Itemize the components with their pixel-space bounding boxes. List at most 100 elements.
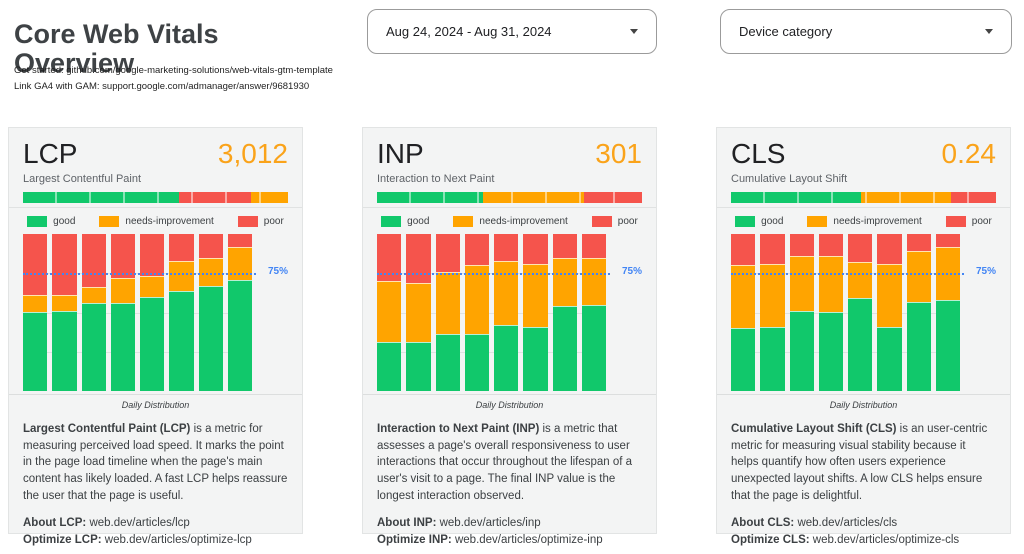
daily-bar — [760, 234, 785, 391]
chart-caption: Daily Distribution — [475, 400, 544, 410]
gridline — [377, 351, 606, 353]
link-ga4-gam-text: Link GA4 with GAM: support.google.com/ad… — [14, 81, 310, 92]
bar-segment-good — [523, 326, 548, 391]
bar-segment-poor — [731, 234, 756, 266]
metric-description: Interaction to Next Paint (INP) is a met… — [377, 421, 642, 504]
gridline — [23, 312, 252, 314]
bar-segment-good — [848, 298, 873, 391]
daily-distribution-chart[interactable]: 75% — [23, 234, 288, 391]
summary-segment-good — [23, 192, 180, 203]
description-body: is a metric for measuring perceived load… — [23, 423, 288, 502]
divider — [717, 207, 1010, 208]
metric-name: LCP — [23, 138, 78, 169]
chevron-down-icon — [630, 29, 638, 34]
about-label: About INP: — [377, 517, 437, 530]
bar-segment-good — [731, 328, 756, 391]
card-header: CLS 0.24 Cumulative Layout Shift — [717, 128, 1010, 203]
optimize-line: Optimize CLS: web.dev/articles/optimize-… — [731, 532, 996, 549]
device-category-filter[interactable]: Device category — [720, 9, 1012, 54]
divider — [9, 207, 302, 208]
summary-segment-poor — [950, 192, 996, 203]
bar-segment-poor — [198, 234, 223, 258]
description-body: is a metric that assesses a page's overa… — [377, 423, 633, 502]
bar-segment-poor — [227, 234, 252, 247]
daily-distribution-chart[interactable]: 75% — [731, 234, 996, 391]
good-swatch-icon — [381, 215, 402, 227]
divider — [363, 207, 656, 208]
bar-segment-good — [552, 306, 577, 391]
bar-segment-needs-improvement — [581, 257, 606, 305]
bar-segment-good — [581, 304, 606, 391]
card-header: INP 301 Interaction to Next Paint — [363, 128, 656, 203]
bar-segment-poor — [406, 234, 431, 283]
daily-bar — [523, 234, 548, 391]
bar-segment-needs-improvement — [906, 251, 931, 302]
gridline — [731, 312, 960, 314]
bar-segment-poor — [81, 234, 106, 288]
legend-item-needs-improvement: needs-improvement — [99, 215, 214, 227]
needs-improvement-swatch-icon — [99, 215, 120, 227]
reference-line-75 — [731, 273, 964, 276]
bar-segment-good — [935, 299, 960, 391]
bar-segment-good — [23, 312, 48, 391]
about-label: About LCP: — [23, 517, 87, 530]
bar-segment-poor — [110, 234, 135, 278]
bar-segment-poor — [789, 234, 814, 256]
reference-line-label: 75% — [267, 266, 288, 278]
optimize-line: Optimize LCP: web.dev/articles/optimize-… — [23, 532, 288, 549]
date-range-filter[interactable]: Aug 24, 2024 - Aug 31, 2024 — [367, 9, 657, 54]
bar-segment-poor — [848, 234, 873, 263]
legend-label: needs-improvement — [479, 215, 568, 227]
optimize-url: web.dev/articles/optimize-lcp — [104, 534, 252, 547]
chart-plot-area — [377, 234, 610, 391]
bar-segment-needs-improvement — [818, 255, 843, 313]
legend-item-poor: poor — [591, 215, 638, 227]
daily-bar — [494, 234, 519, 391]
bar-segment-good — [494, 325, 519, 391]
chart-plot-area — [23, 234, 256, 391]
daily-bar — [81, 234, 106, 391]
bar-segment-good — [877, 326, 902, 391]
legend-label: good — [53, 215, 76, 227]
about-url: web.dev/articles/cls — [797, 517, 898, 530]
legend-label: poor — [263, 215, 284, 227]
gridline — [377, 312, 606, 314]
summary-segment-poor — [583, 192, 642, 203]
legend-label: poor — [971, 215, 992, 227]
description-lead: Largest Contentful Paint (LCP) — [23, 423, 191, 435]
daily-bar — [110, 234, 135, 391]
bar-segment-needs-improvement — [435, 271, 460, 335]
bar-segment-needs-improvement — [377, 281, 402, 343]
gridline — [731, 351, 960, 353]
chart-caption: Daily Distribution — [121, 400, 190, 410]
optimize-label: Optimize INP: — [377, 534, 452, 547]
page-title: Core Web Vitals Overview — [14, 19, 219, 79]
bar-segment-poor — [140, 234, 165, 277]
legend-label: needs-improvement — [833, 215, 922, 227]
legend-item-good: good — [27, 215, 76, 227]
bar-segment-good — [110, 303, 135, 391]
device-category-label: Device category — [739, 24, 833, 39]
daily-bar — [731, 234, 756, 391]
daily-bar — [789, 234, 814, 391]
bar-segment-good — [81, 303, 106, 391]
summary-distribution-bar — [731, 192, 996, 203]
summary-distribution-bar — [23, 192, 288, 203]
daily-distribution-chart[interactable]: 75% — [377, 234, 642, 391]
optimize-label: Optimize LCP: — [23, 534, 102, 547]
legend-item-needs-improvement: needs-improvement — [807, 215, 922, 227]
bar-segment-poor — [464, 234, 489, 266]
resource-links: About INP: web.dev/articles/inp Optimize… — [377, 515, 642, 548]
date-range-value: Aug 24, 2024 - Aug 31, 2024 — [386, 24, 552, 39]
metric-row: CLS 0.24 — [731, 138, 996, 169]
bar-segment-poor — [581, 234, 606, 258]
daily-bar — [848, 234, 873, 391]
daily-bar — [23, 234, 48, 391]
bar-segment-good — [198, 285, 223, 391]
legend-label: needs-improvement — [125, 215, 214, 227]
daily-bar — [464, 234, 489, 391]
legend-item-poor: poor — [945, 215, 992, 227]
metric-row: LCP 3,012 — [23, 138, 288, 169]
metric-description: Largest Contentful Paint (LCP) is a metr… — [23, 421, 288, 504]
